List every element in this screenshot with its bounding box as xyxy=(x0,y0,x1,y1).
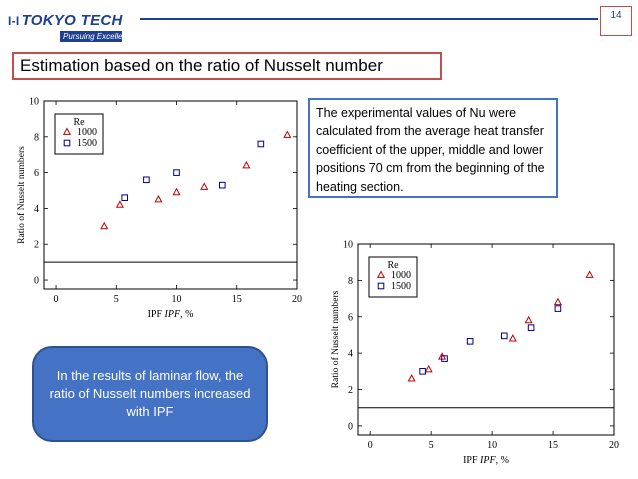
data-point-1500 xyxy=(466,338,474,345)
data-point-1000 xyxy=(115,200,124,208)
data-point-1000 xyxy=(424,364,433,373)
plot-frame xyxy=(357,243,615,436)
data-point-1000 xyxy=(508,334,517,342)
x-tick-label: 0 xyxy=(54,294,59,305)
callout-bubble: In the results of laminar flow, the rati… xyxy=(32,346,268,442)
data-point-1000 xyxy=(100,221,109,230)
logo-mark: I-I xyxy=(8,14,20,28)
data-point-1500 xyxy=(441,355,448,362)
y-tick-label: 4 xyxy=(34,204,39,215)
legend-box xyxy=(54,113,104,155)
legend-box xyxy=(368,256,418,298)
data-point-1000 xyxy=(524,315,533,324)
data-point-1500 xyxy=(500,332,508,340)
y-tick-label: 6 xyxy=(348,312,353,323)
y-tick-label: 6 xyxy=(34,168,39,179)
legend-label: 1000 xyxy=(77,127,97,138)
data-point-1500 xyxy=(257,140,265,148)
legend-title: Re xyxy=(73,117,85,128)
data-point-1500 xyxy=(219,181,226,189)
x-tick-label: 20 xyxy=(609,440,619,451)
y-tick-label: 10 xyxy=(343,240,353,251)
y-tick-label: 8 xyxy=(348,276,353,287)
y-tick-label: 0 xyxy=(348,421,353,432)
x-tick-label: 5 xyxy=(429,440,434,451)
legend-title: Re xyxy=(387,260,399,271)
logo-tagline: Pursuing Excellence xyxy=(60,31,122,42)
data-point-1500 xyxy=(554,305,562,312)
y-tick-label: 0 xyxy=(34,276,39,287)
data-point-1500 xyxy=(121,194,129,201)
x-tick-label: 15 xyxy=(548,440,558,451)
data-point-1500 xyxy=(173,169,180,176)
logo-wordmark: I-I TOKYO TECH xyxy=(8,12,123,29)
legend-marker xyxy=(62,127,72,135)
x-tick-label: 20 xyxy=(292,294,302,305)
data-point-1000 xyxy=(553,297,562,306)
data-point-1000 xyxy=(585,270,594,278)
legend-label: 1500 xyxy=(391,281,411,292)
y-tick-label: 2 xyxy=(34,240,39,251)
slide-title: Estimation based on the ratio of Nusselt… xyxy=(12,52,442,80)
legend-marker xyxy=(63,139,71,147)
x-tick-label: 10 xyxy=(172,294,182,305)
data-point-1000 xyxy=(200,182,209,190)
data-point-1500 xyxy=(419,368,426,375)
x-tick-label: 15 xyxy=(232,294,242,305)
data-point-1000 xyxy=(283,130,292,138)
y-tick-label: 10 xyxy=(29,97,39,108)
data-point-1000 xyxy=(242,160,251,169)
legend-marker xyxy=(377,282,385,290)
data-point-1000 xyxy=(407,374,416,382)
chart-laminar-upper: 0 2 4 6 8 10 0 5 10 15 20 IPF IPF, % Ratio of Nussel… xyxy=(16,97,302,321)
x-axis-label: IPF IPF, % xyxy=(148,309,194,320)
legend-marker xyxy=(376,270,386,278)
data-point-1500 xyxy=(143,176,150,184)
logo-text: TOKYO TECH xyxy=(21,12,123,29)
legend-label: 1000 xyxy=(391,270,411,281)
data-point-1500 xyxy=(527,324,535,331)
x-tick-label: 0 xyxy=(368,440,373,451)
y-tick-label: 4 xyxy=(348,349,353,360)
y-tick-label: 8 xyxy=(34,132,39,143)
x-tick-label: 10 xyxy=(487,440,497,451)
legend-label: 1500 xyxy=(77,138,97,149)
chart-laminar-lower: 0 2 4 6 8 10 0 5 10 15 20 IPF IPF, % Ratio of Nussel… xyxy=(330,240,619,467)
data-point-1000 xyxy=(154,194,163,203)
y-axis-label: Ratio of Nusselt numbers xyxy=(16,146,27,244)
page-number: 14 xyxy=(600,6,632,36)
x-tick-label: 5 xyxy=(114,294,119,305)
x-axis-label: IPF IPF, % xyxy=(463,455,509,466)
header-rule xyxy=(140,18,598,20)
note-text: The experimental values of Nu were calcu… xyxy=(308,98,558,198)
plot-frame xyxy=(43,100,298,290)
data-point-1000 xyxy=(172,187,181,196)
y-tick-label: 2 xyxy=(348,385,353,396)
y-axis-label: Ratio of Nusselt numbers xyxy=(330,290,341,388)
